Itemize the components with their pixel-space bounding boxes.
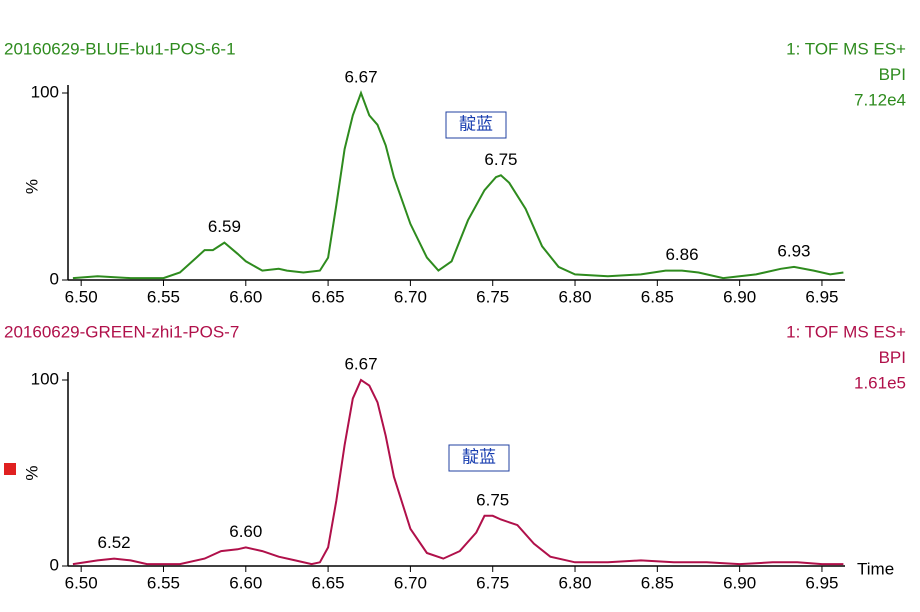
x-tick-label: 6.90 — [723, 287, 756, 306]
chart-title: 20160629-BLUE-bu1-POS-6-1 — [4, 39, 236, 58]
compound-box — [445, 111, 507, 139]
peak-label: 6.75 — [476, 490, 509, 509]
peak-label: 6.93 — [777, 241, 810, 260]
x-tick-label: 6.80 — [558, 287, 591, 306]
y-tick-label: 0 — [50, 269, 59, 288]
peak-label: 6.59 — [208, 217, 241, 236]
x-tick-label: 6.60 — [229, 287, 262, 306]
x-tick-label: 6.85 — [641, 287, 674, 306]
trace-info: BPI — [879, 65, 906, 84]
x-tick-label: 6.50 — [65, 287, 98, 306]
peak-label: 6.67 — [344, 354, 377, 373]
trace — [72, 378, 844, 566]
x-tick-label: 6.55 — [147, 573, 180, 592]
peak-label: 6.60 — [229, 522, 262, 541]
x-tick-label: 6.90 — [723, 573, 756, 592]
x-tick-label: 6.95 — [805, 287, 838, 306]
peak-label: 6.67 — [344, 67, 377, 86]
y-tick-label: 100 — [31, 82, 59, 101]
trace-info: BPI — [879, 348, 906, 367]
peak-label: 6.86 — [665, 245, 698, 264]
x-tick-label: 6.70 — [394, 573, 427, 592]
trace-info: 1: TOF MS ES+ — [786, 322, 906, 341]
x-tick-label: 6.60 — [229, 573, 262, 592]
trace-info: 1.61e5 — [854, 373, 906, 392]
x-axis-label: Time — [857, 559, 894, 578]
y-axis-label: % — [22, 179, 41, 194]
marker — [4, 463, 16, 475]
trace-info: 1: TOF MS ES+ — [786, 39, 906, 58]
chart-title: 20160629-GREEN-zhi1-POS-7 — [4, 322, 239, 341]
x-tick-label: 6.50 — [65, 573, 98, 592]
x-tick-label: 6.55 — [147, 287, 180, 306]
x-tick-label: 6.95 — [805, 573, 838, 592]
x-tick-label: 6.70 — [394, 287, 427, 306]
x-tick-label: 6.85 — [641, 573, 674, 592]
peak-label: 6.52 — [98, 533, 131, 552]
x-tick-label: 6.80 — [558, 573, 591, 592]
trace-info: 7.12e4 — [854, 90, 906, 109]
x-tick-label: 6.65 — [312, 287, 345, 306]
compound-label: 靛蓝 — [459, 114, 493, 133]
y-axis-label: % — [22, 465, 41, 480]
compound-box — [448, 444, 510, 472]
x-tick-label: 6.75 — [476, 287, 509, 306]
y-tick-label: 100 — [31, 369, 59, 388]
trace — [72, 90, 844, 280]
x-tick-label: 6.75 — [476, 573, 509, 592]
compound-label: 靛蓝 — [462, 447, 496, 466]
y-tick-label: 0 — [50, 555, 59, 574]
peak-label: 6.75 — [484, 150, 517, 169]
x-tick-label: 6.65 — [312, 573, 345, 592]
